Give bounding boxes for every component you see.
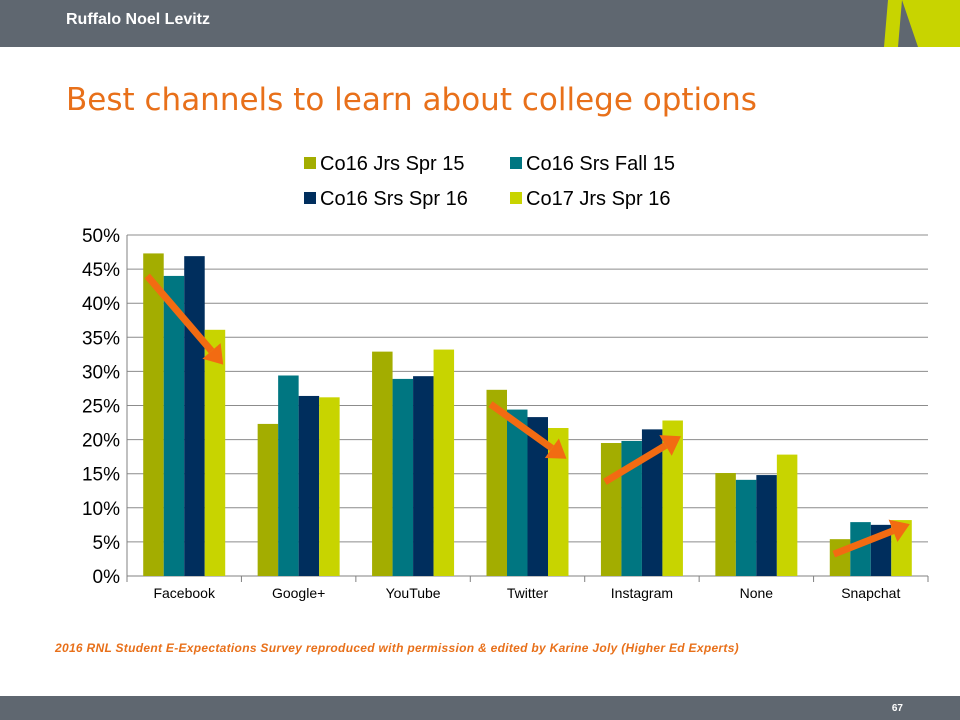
y-tick-label: 30%	[82, 362, 120, 383]
x-tick-label: Instagram	[611, 585, 673, 601]
y-tick-label: 20%	[82, 431, 120, 452]
legend-swatch	[510, 192, 522, 204]
x-tick-label: Twitter	[507, 585, 549, 601]
trend-arrow	[603, 442, 668, 485]
header-bar	[0, 0, 960, 47]
bar	[319, 397, 340, 576]
y-tick-label: 15%	[82, 465, 120, 486]
bar	[527, 417, 548, 576]
brand-name: Ruffalo Noel Levitz	[66, 11, 211, 28]
legend-label: Co16 Srs Fall 15	[526, 153, 675, 175]
bar	[433, 349, 455, 576]
legend-label: Co16 Srs Spr 16	[320, 188, 468, 210]
bar	[776, 454, 798, 576]
bar	[392, 378, 414, 576]
bar	[641, 429, 663, 576]
bar	[715, 473, 736, 576]
bar	[143, 253, 164, 576]
y-tick-label: 35%	[82, 328, 120, 349]
trend-arrow-head	[202, 343, 224, 365]
trend-arrow	[832, 527, 895, 558]
legend-swatch	[510, 157, 522, 169]
y-tick-label: 45%	[82, 260, 120, 281]
legend-swatch	[304, 157, 316, 169]
x-tick-label: YouTube	[386, 585, 441, 601]
trend-arrow-head	[544, 438, 567, 459]
bar	[298, 395, 320, 576]
bar	[163, 275, 185, 576]
bar	[372, 351, 393, 576]
trend-arrow	[144, 273, 215, 354]
trend-arrow-head	[659, 435, 681, 456]
bar	[184, 256, 205, 576]
y-tick-label: 50%	[82, 226, 120, 247]
page-number: 67	[891, 703, 903, 714]
y-tick-label: 40%	[82, 294, 120, 315]
x-tick-label: Snapchat	[841, 585, 900, 601]
bar	[600, 443, 622, 576]
bar	[662, 420, 683, 576]
bar	[413, 376, 434, 576]
bar	[278, 375, 299, 576]
trend-arrow-head	[888, 519, 910, 542]
legend-label: Co16 Jrs Spr 15	[320, 153, 465, 175]
footer-bar	[0, 696, 960, 720]
x-tick-label: None	[740, 585, 774, 601]
bar	[850, 522, 871, 576]
bar	[548, 428, 569, 576]
bar	[507, 409, 528, 576]
trend-arrow	[488, 401, 554, 452]
bar	[829, 539, 851, 576]
bar	[735, 479, 757, 576]
source-footnote: 2016 RNL Student E-Expectations Survey r…	[55, 641, 739, 655]
x-tick-label: Google+	[272, 585, 325, 601]
bar	[756, 475, 777, 576]
bar	[621, 440, 642, 576]
bar	[257, 423, 279, 576]
y-tick-label: 5%	[93, 533, 121, 554]
bar	[204, 329, 226, 576]
slide-title: Best channels to learn about college opt…	[66, 82, 757, 118]
x-tick-label: Facebook	[153, 585, 215, 601]
bar	[486, 389, 507, 576]
legend-label: Co17 Jrs Spr 16	[526, 188, 671, 210]
y-tick-label: 10%	[82, 499, 120, 520]
y-tick-label: 0%	[93, 567, 121, 588]
y-tick-label: 25%	[82, 397, 120, 418]
legend-swatch	[304, 192, 316, 204]
